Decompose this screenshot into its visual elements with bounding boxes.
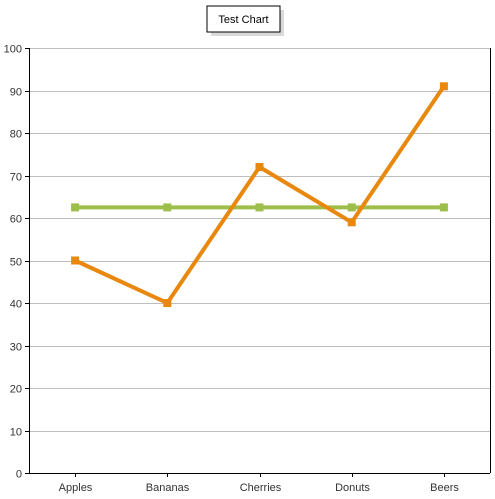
data-point-marker [347,203,356,212]
series-line [74,85,446,306]
chart-title-box [206,5,281,33]
y-tick-label: 20 [10,384,22,396]
x-axis-tick-labels: Apples Bananas Cherries Donuts Beers [59,482,460,494]
y-tick-label: 0 [16,469,22,481]
x-tick-label: Beers [430,482,459,494]
x-tick-label: Bananas [146,482,190,494]
axes [25,48,491,477]
data-point-marker [163,299,172,307]
y-tick-label: 60 [10,214,22,226]
y-tick-label: 80 [10,129,22,141]
data-point-marker [347,218,356,227]
grid-lines [29,48,490,432]
data-point-marker [163,203,172,212]
y-tick-label: 70 [10,172,22,184]
y-tick-label: 90 [10,87,22,99]
data-point-marker [439,82,448,91]
series-lines [74,85,446,306]
x-tick-label: Donuts [335,482,370,494]
chart-title: Test Chart [206,5,284,36]
data-point-marker [255,203,264,212]
y-tick-label: 10 [10,427,22,439]
x-tick-label: Cherries [240,482,282,494]
y-tick-label: 40 [10,299,22,311]
x-tick-label: Apples [59,482,93,494]
y-tick-label: 30 [10,342,22,354]
chart-title-text: Test Chart [218,14,268,26]
series-markers [71,82,448,307]
data-point-marker [439,203,448,212]
data-point-marker [255,163,264,171]
y-tick-label: 50 [10,257,22,269]
y-axis-tick-labels: 0 10 20 30 40 50 60 70 80 90 100 [4,44,22,481]
data-point-marker [71,256,80,265]
y-tick-label: 100 [4,44,22,56]
data-point-marker [71,203,80,212]
